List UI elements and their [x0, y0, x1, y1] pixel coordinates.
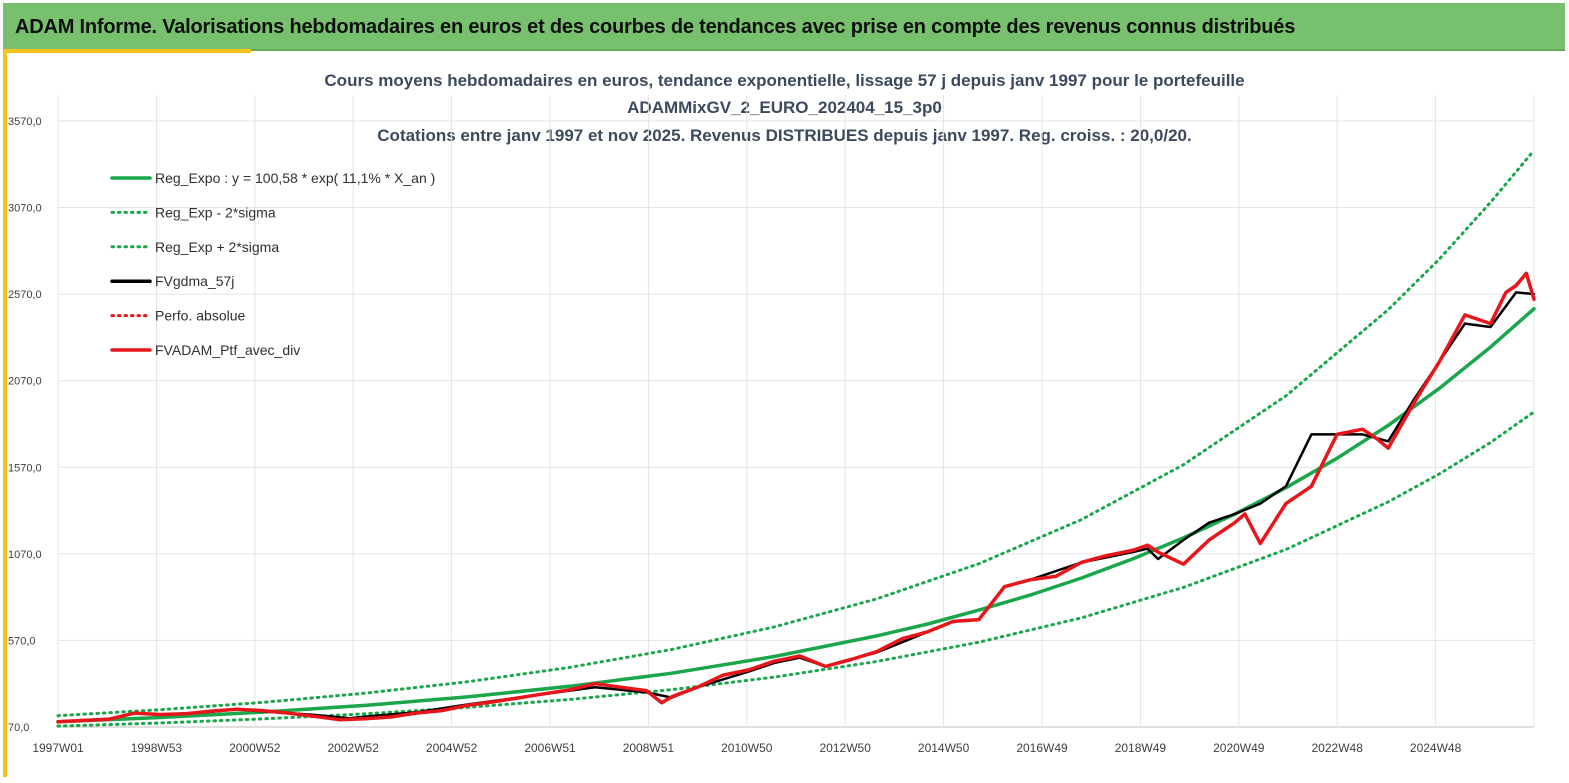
- legend-label: FVgdma_57j: [155, 273, 234, 289]
- header-banner: ADAM Informe. Valorisations hebdomadaire…: [3, 3, 1565, 51]
- y-tick-label: 70,0: [8, 722, 29, 734]
- x-tick-label: 2018W49: [1115, 741, 1167, 755]
- y-tick-label: 1070,0: [8, 549, 42, 561]
- x-tick-label: 2024W48: [1410, 741, 1462, 755]
- chart-grid: [57, 95, 1535, 728]
- x-axis-ticks: 1997W01 1998W53 2000W52 2002W52 2004W52 2006W…: [32, 741, 1461, 755]
- x-tick-label: 2004W52: [426, 741, 478, 755]
- series-trend-plus-2sigma: [56, 148, 1536, 718]
- accent-border-top: [3, 49, 251, 53]
- x-tick-label: 2016W49: [1016, 741, 1068, 755]
- accent-border-left: [3, 49, 7, 777]
- chart-title-line-1: Cours moyens hebdomadaires en euros, ten…: [324, 71, 1245, 90]
- y-tick-label: 570,0: [8, 635, 36, 647]
- series-trend-minus-2sigma: [56, 410, 1536, 728]
- chart-title-line-3: Cotations entre janv 1997 et nov 2025. R…: [377, 126, 1192, 145]
- x-tick-label: 2008W51: [623, 741, 675, 755]
- x-tick-label: 2014W50: [918, 741, 970, 755]
- x-tick-label: 2006W51: [524, 741, 576, 755]
- y-tick-label: 1570,0: [8, 462, 42, 474]
- y-tick-label: 2070,0: [8, 376, 42, 388]
- x-tick-label: 2012W50: [820, 741, 872, 755]
- y-axis-ticks: 70,0 570,0 1070,0 1570,0 2070,0 2570,0 3070,0 3…: [8, 116, 42, 734]
- y-tick-label: 3070,0: [8, 203, 42, 215]
- legend-label: Reg_Expo : y = 100,58 * exp( 11,1% * X_a…: [155, 170, 435, 186]
- legend-label: Reg_Exp + 2*sigma: [155, 239, 279, 255]
- legend-label: FVADAM_Ptf_avec_div: [155, 342, 300, 358]
- x-tick-label: 2022W48: [1312, 741, 1364, 755]
- legend-label: Reg_Exp - 2*sigma: [155, 204, 276, 220]
- chart-title-line-2: ADAMMixGV_2_EURO_202404_15_3p0: [627, 98, 942, 117]
- y-tick-label: 3570,0: [8, 116, 42, 128]
- x-tick-label: 2002W52: [328, 741, 380, 755]
- x-tick-label: 2000W52: [229, 741, 281, 755]
- x-tick-label: 2020W49: [1213, 741, 1265, 755]
- chart-series: [56, 148, 1536, 728]
- page-title: ADAM Informe. Valorisations hebdomadaire…: [15, 16, 1296, 38]
- y-tick-label: 2570,0: [8, 289, 42, 301]
- x-tick-label: 1997W01: [32, 741, 84, 755]
- series-trend-line: [56, 307, 1536, 724]
- series-portfolio: [56, 271, 1536, 724]
- legend-label: Perfo. absolue: [155, 308, 245, 324]
- chart-legend: Reg_Expo : y = 100,58 * exp( 11,1% * X_a…: [110, 170, 435, 358]
- x-tick-label: 1998W53: [131, 741, 183, 755]
- x-tick-label: 2010W50: [721, 741, 773, 755]
